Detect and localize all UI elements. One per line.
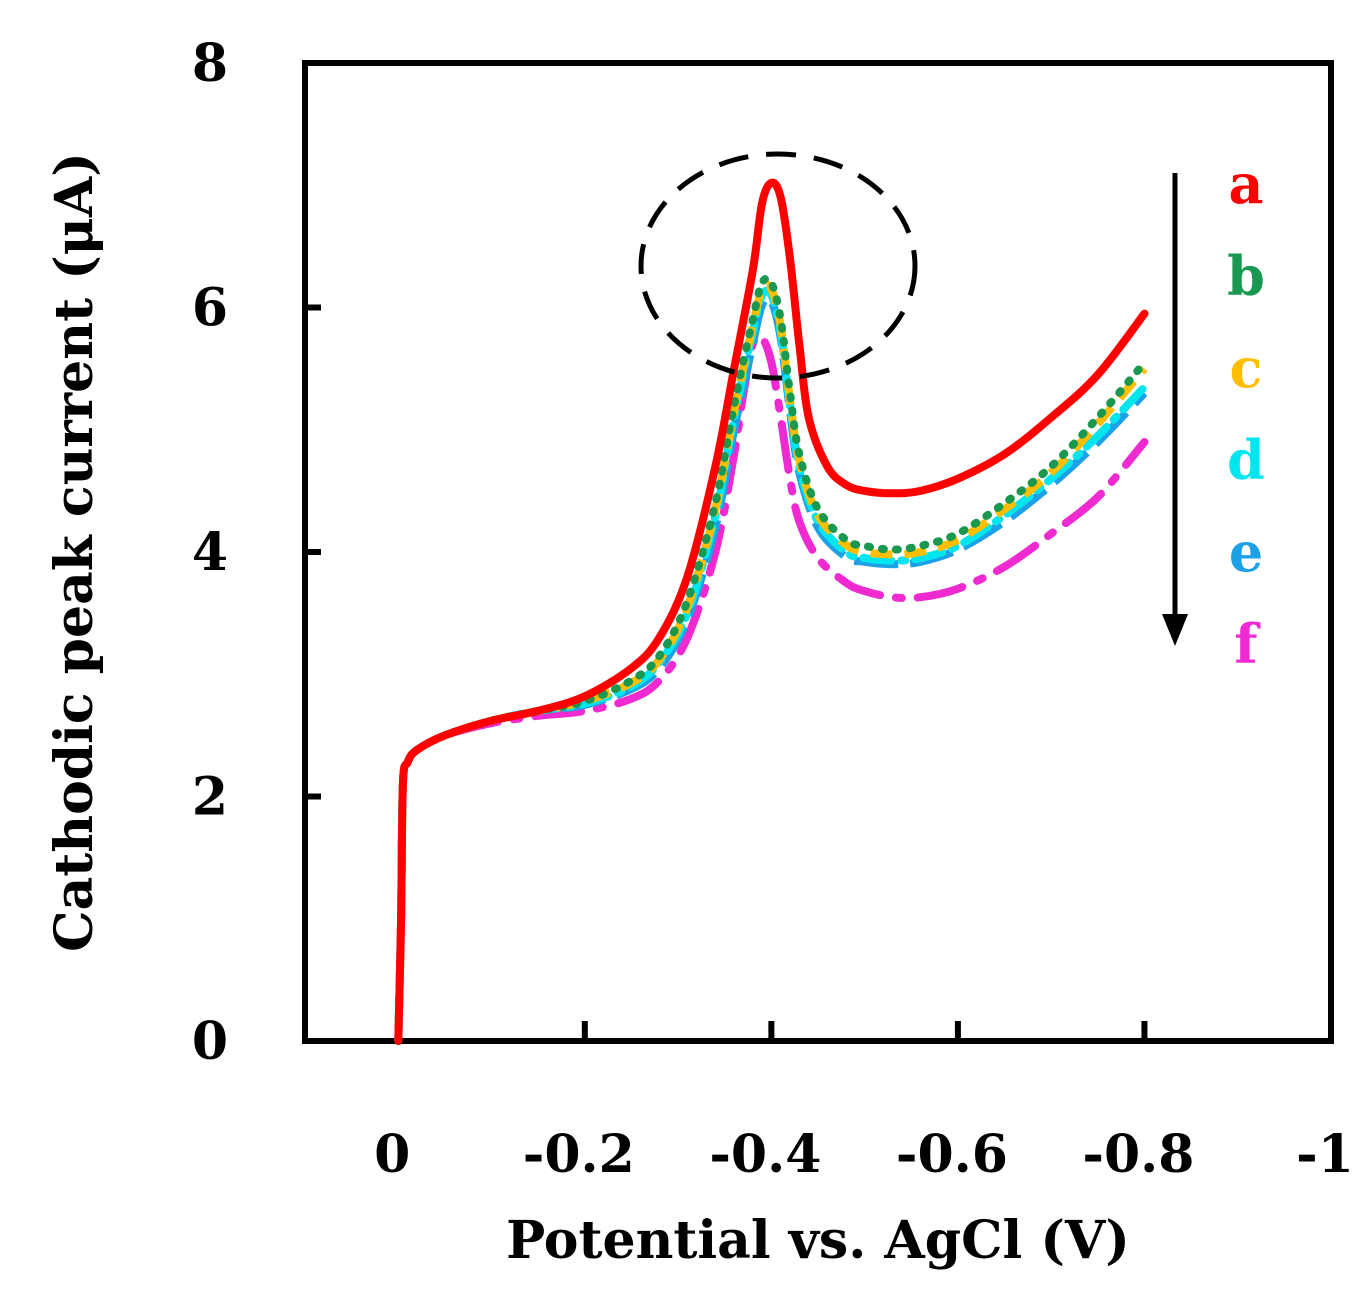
series-layer bbox=[394, 178, 1149, 1045]
x-tick-label: -0.6 bbox=[896, 1124, 1008, 1185]
series-line-f bbox=[394, 332, 1149, 1045]
series-line-b bbox=[394, 274, 1149, 1045]
y-tick-label: 6 bbox=[192, 278, 228, 339]
x-tick-label: -0.2 bbox=[523, 1124, 635, 1185]
y-tick-label: 2 bbox=[192, 767, 228, 828]
y-tick-label: 4 bbox=[192, 522, 228, 583]
legend-label-d: d bbox=[1227, 428, 1265, 492]
y-tick-label: 0 bbox=[192, 1011, 228, 1072]
x-axis-title: Potential vs. AgCl (V) bbox=[506, 1210, 1130, 1271]
y-axis-ticks: 0 2 4 6 8 bbox=[192, 33, 321, 1072]
series-line-d bbox=[394, 286, 1149, 1045]
y-axis-title: Cathodic peak current (μA) bbox=[44, 152, 105, 952]
legend-label-a: a bbox=[1229, 152, 1264, 216]
x-tick-label: -0.8 bbox=[1082, 1124, 1194, 1185]
x-axis-ticks: 0 -0.2 -0.4 -0.6 -0.8 -1 bbox=[374, 1021, 1354, 1185]
series-line-c bbox=[394, 280, 1148, 1042]
peak-highlight-circle bbox=[638, 151, 918, 381]
trend-arrow bbox=[1162, 173, 1188, 646]
series-line-e bbox=[394, 294, 1148, 1042]
y-tick-label: 8 bbox=[192, 33, 228, 94]
legend-label-b: b bbox=[1227, 244, 1265, 308]
legend-label-e: e bbox=[1229, 520, 1263, 584]
legend-label-f: f bbox=[1234, 612, 1261, 676]
series-line-a bbox=[394, 178, 1149, 1045]
x-tick-label: -1 bbox=[1296, 1124, 1354, 1185]
x-tick-label: -0.4 bbox=[709, 1124, 821, 1185]
legend-label-c: c bbox=[1230, 336, 1263, 400]
x-tick-label: 0 bbox=[374, 1124, 410, 1185]
